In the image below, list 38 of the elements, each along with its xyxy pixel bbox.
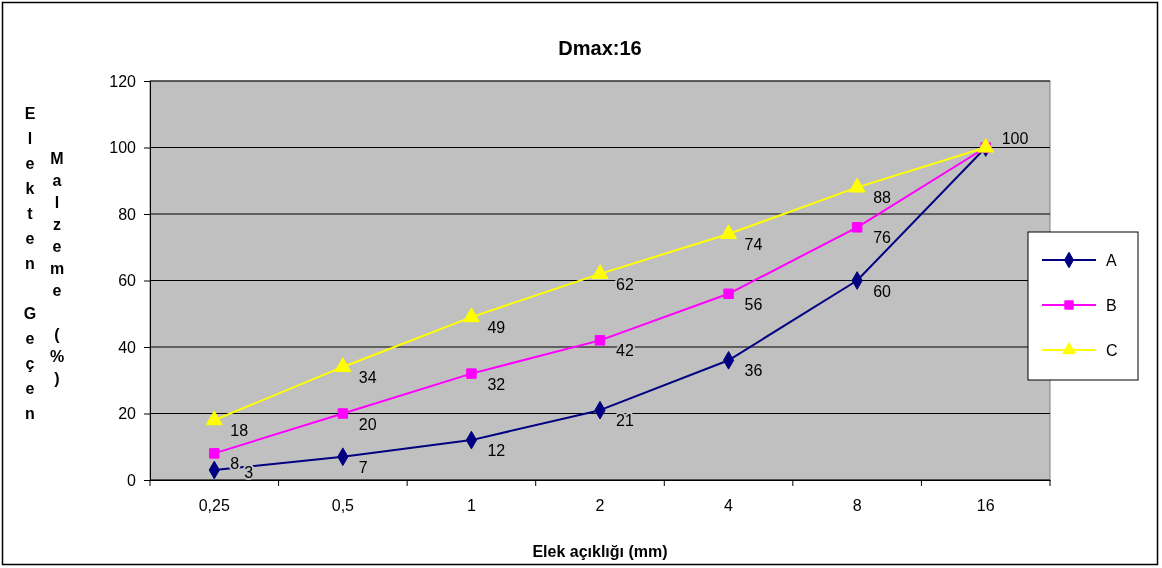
data-label: 36	[744, 362, 763, 380]
data-label: 7	[358, 458, 368, 476]
data-label: 34	[358, 368, 377, 386]
x-tick-label: 1	[466, 497, 476, 515]
chart-title: Dmax:16	[558, 37, 642, 59]
data-label: 42	[616, 342, 634, 360]
legend-label: C	[1106, 342, 1118, 359]
data-label: 60	[873, 282, 892, 300]
data-label: 49	[487, 319, 506, 337]
data-label: 56	[744, 295, 763, 313]
y-tick-label: 40	[118, 338, 137, 356]
y-tick-label: 20	[118, 405, 137, 423]
legend-label: A	[1106, 252, 1117, 269]
y-axis-title: Elekten Geçen Malzeme (%)	[21, 105, 66, 430]
data-label: 74	[744, 235, 763, 253]
data-label: 62	[616, 275, 634, 293]
x-tick-label: 8	[852, 497, 862, 515]
legend-label: B	[1106, 297, 1117, 314]
y-tick-label: 100	[109, 139, 137, 157]
x-tick-label: 0,5	[331, 497, 355, 515]
x-tick-label: 0,25	[198, 497, 230, 515]
y-tick-label: 80	[118, 205, 137, 223]
data-label: 88	[873, 189, 892, 207]
data-label: 100	[1001, 129, 1029, 147]
y-tick-label: 60	[118, 272, 137, 290]
y-tick-label: 0	[127, 471, 137, 489]
data-label: 18	[230, 422, 249, 440]
data-label: 21	[616, 412, 634, 430]
x-tick-label: 2	[595, 497, 605, 515]
x-tick-label: 4	[724, 497, 734, 515]
data-label: 76	[873, 229, 892, 247]
data-label: 32	[487, 375, 506, 393]
data-label: 3	[244, 464, 254, 482]
x-axis-title: Elek açıklığı (mm)	[532, 543, 668, 560]
data-label: 12	[487, 442, 506, 460]
x-tick-label: 16	[976, 497, 995, 515]
data-label: 20	[358, 415, 377, 433]
y-tick-label: 120	[109, 72, 137, 90]
